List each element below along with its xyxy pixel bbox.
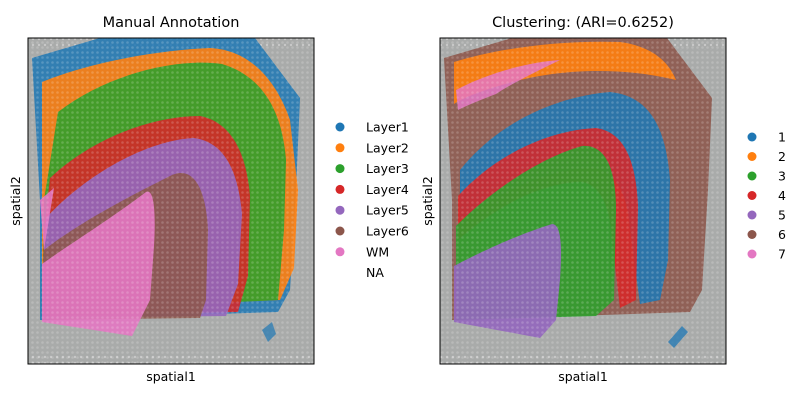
panel-a-tissue-fragment: [262, 322, 276, 342]
legend-label-1-0: 1: [778, 130, 786, 145]
legend-label-0-5: Layer6: [366, 224, 409, 239]
legend-marker-0-5: [335, 226, 345, 236]
legend-label-1-4: 5: [778, 208, 786, 223]
legend-label-0-4: Layer5: [366, 203, 409, 218]
panel-b-tissue-fragment: [668, 326, 688, 348]
legend-marker-1-2: [747, 171, 757, 181]
legend-label-0-0: Layer1: [366, 120, 409, 135]
panel-a-ylabel: spatial2: [8, 176, 23, 226]
legend-label-1-2: 3: [778, 169, 786, 184]
panel-b-xlabel: spatial1: [558, 369, 608, 384]
panel-b-image: [440, 38, 726, 364]
panel-a-image: [28, 38, 314, 364]
panel-b-frame: [439, 37, 727, 365]
legend-marker-0-2: [335, 164, 345, 174]
legend-marker-0-4: [335, 205, 345, 215]
panel-manual-annotation: Manual Annotation spatial1 spatial2 Laye…: [8, 15, 409, 384]
panel-b-spot-texture: [440, 38, 726, 364]
legend-marker-1-4: [747, 210, 757, 220]
legend-label-0-2: Layer3: [366, 161, 409, 176]
panel-b-legend: 1 2 3 4 5 6 7: [747, 130, 786, 262]
panel-a-legend: Layer1 Layer2 Layer3 Layer4 Layer5 Layer6 WM NA: [335, 120, 409, 280]
legend-label-0-6: WM: [366, 244, 389, 259]
legend-label-1-1: 2: [778, 149, 786, 164]
legend-marker-0-3: [335, 184, 345, 194]
legend-label-0-3: Layer4: [366, 182, 409, 197]
legend-marker-1-6: [747, 249, 757, 259]
panel-a-frame: [27, 37, 315, 365]
panel-a-xlabel: spatial1: [146, 369, 196, 384]
legend-label-1-3: 4: [778, 188, 786, 203]
legend-label-0-1: Layer2: [366, 140, 409, 155]
legend-marker-1-5: [747, 230, 757, 239]
panel-clustering: Clustering: (ARI=0.6252) spatial1 spatia…: [420, 15, 786, 384]
legend-marker-0-0: [335, 122, 345, 132]
legend-marker-0-1: [335, 143, 345, 153]
panel-b-ylabel: spatial2: [420, 176, 435, 226]
panel-b-title: Clustering: (ARI=0.6252): [492, 15, 674, 31]
panel-a-title: Manual Annotation: [103, 15, 240, 31]
legend-label-1-5: 6: [778, 227, 786, 242]
legend-marker-1-1: [747, 152, 757, 161]
legend-label-0-7: NA: [366, 265, 384, 280]
legend-marker-1-0: [747, 132, 757, 142]
legend-marker-1-3: [747, 191, 757, 200]
legend-marker-0-6: [335, 247, 345, 257]
legend-label-1-6: 7: [778, 247, 786, 262]
panel-a-spot-texture: [28, 38, 314, 364]
legend-marker-0-7: [336, 268, 345, 277]
